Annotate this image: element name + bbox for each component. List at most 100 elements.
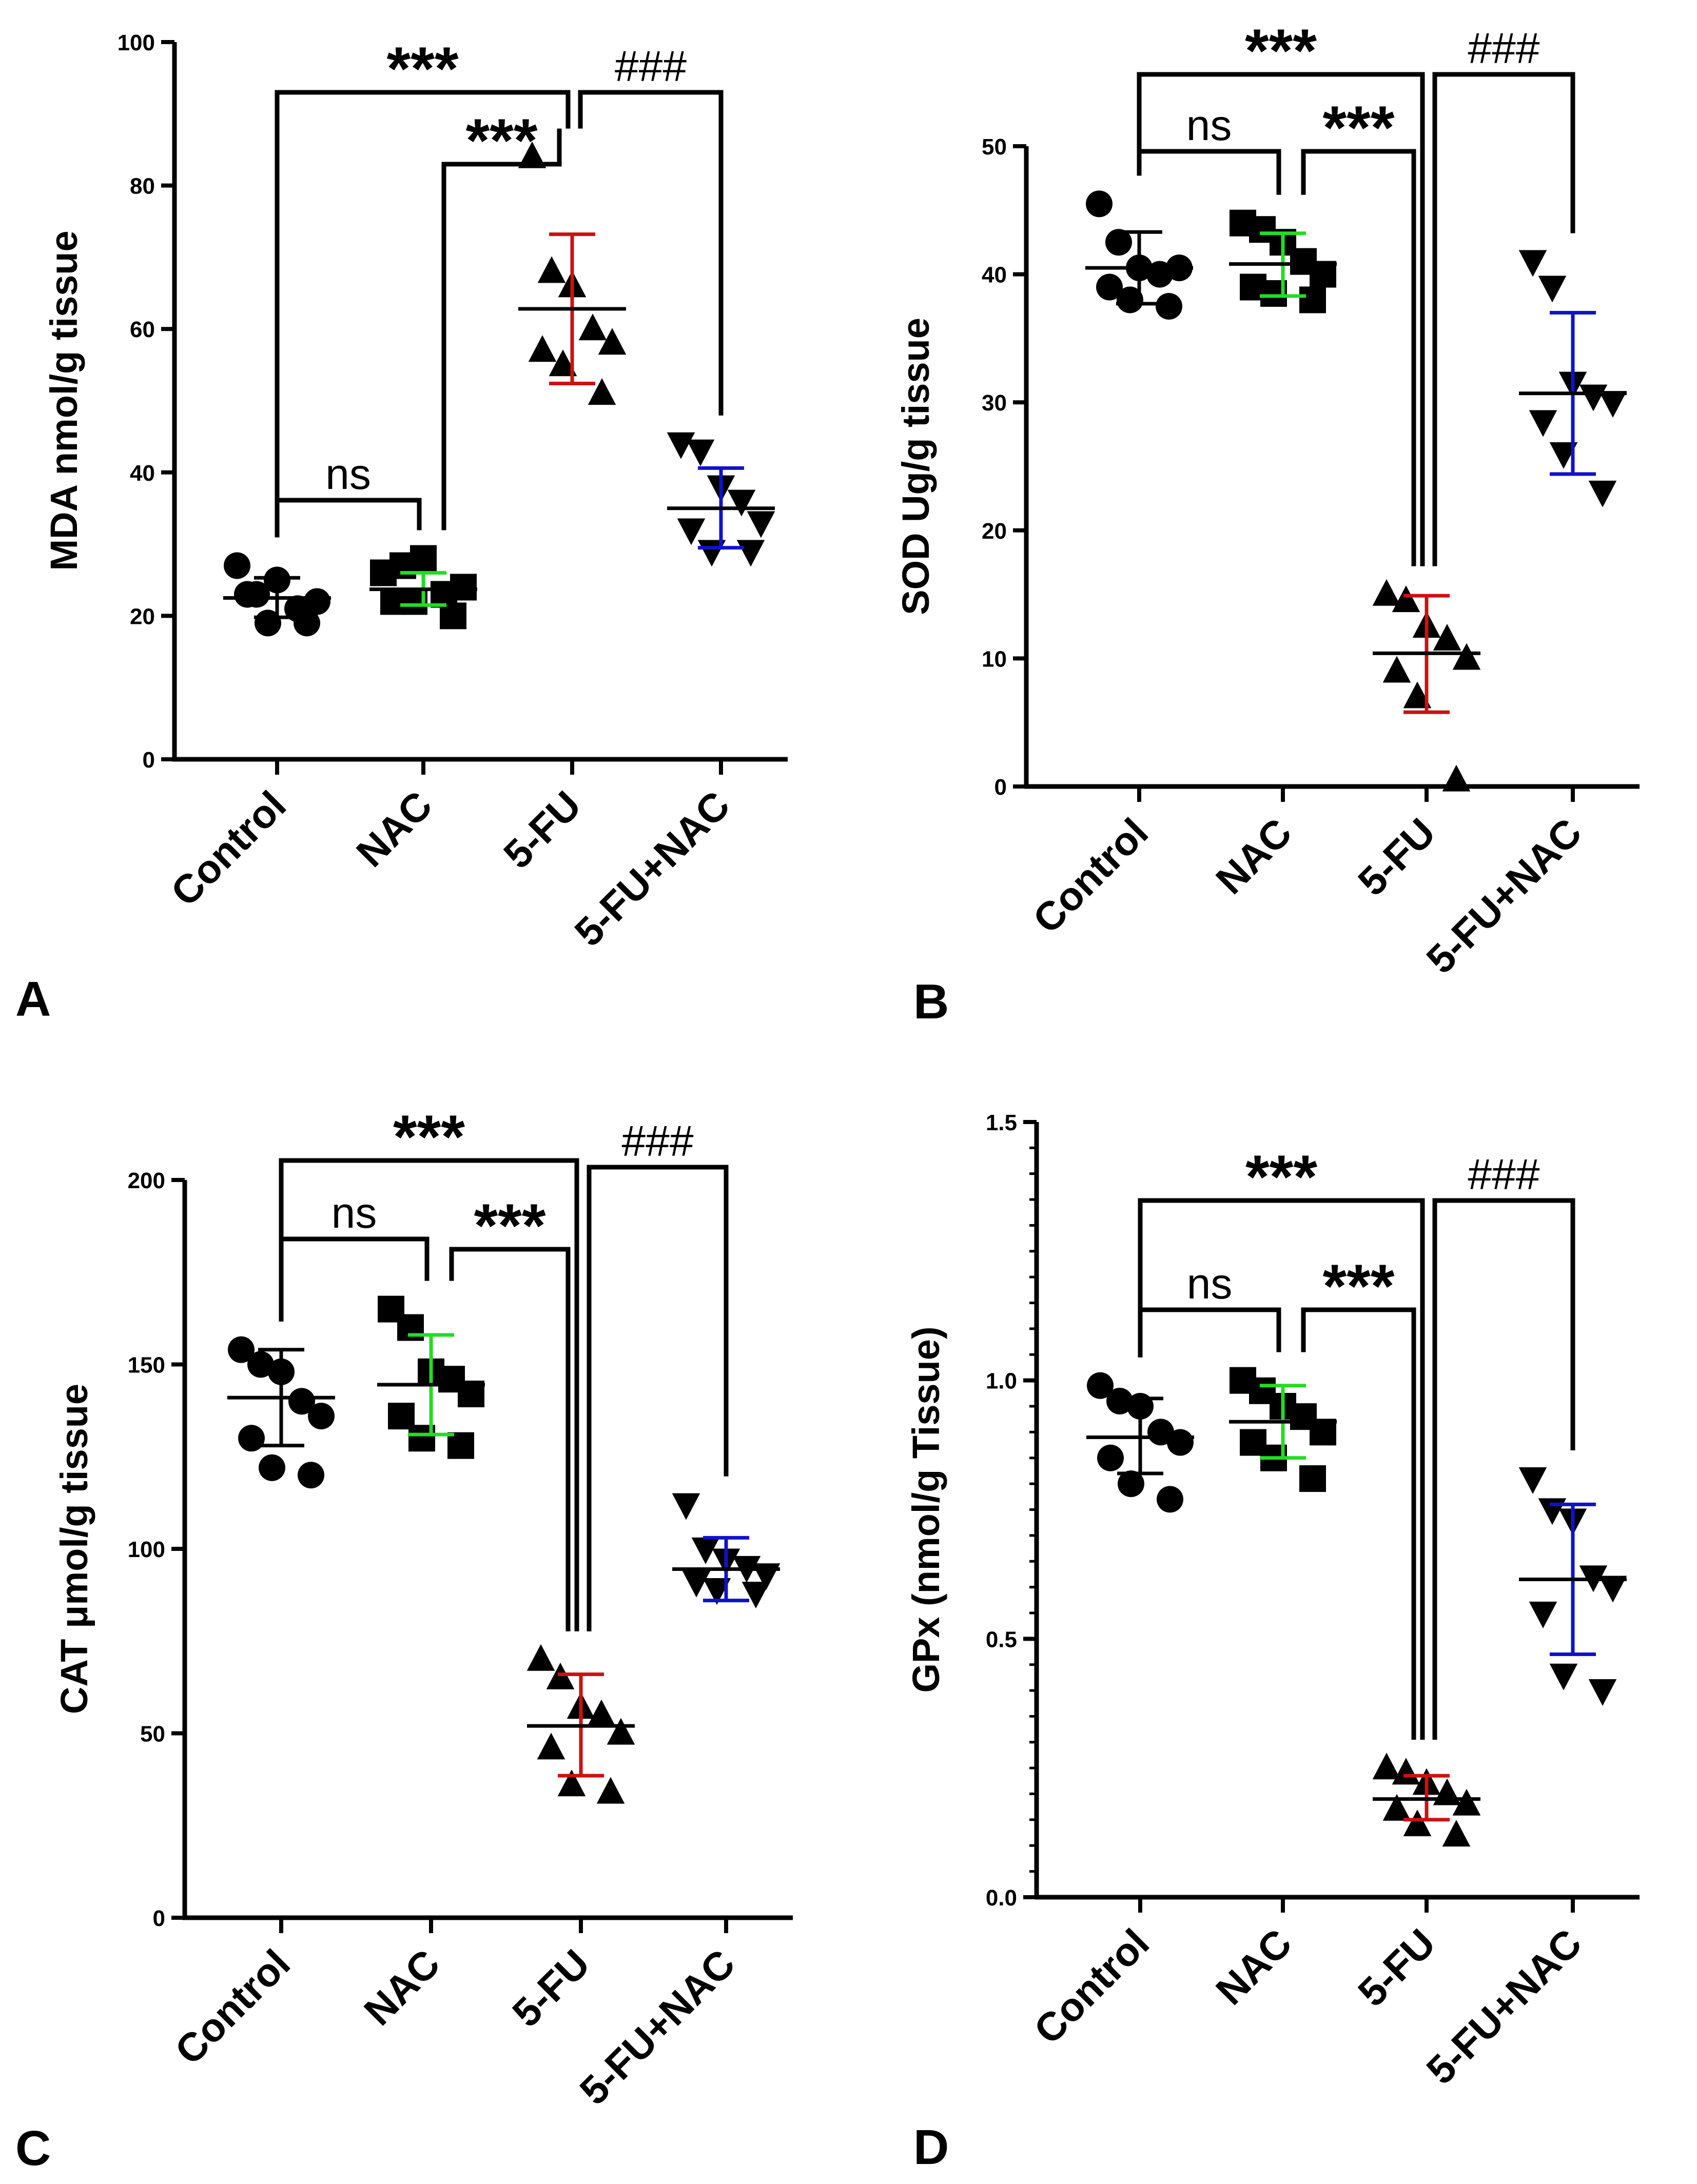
data-point xyxy=(440,602,466,629)
data-point xyxy=(1156,293,1182,320)
significance-bracket xyxy=(587,1165,729,1631)
significance-label: ns xyxy=(1187,1260,1233,1308)
data-point xyxy=(549,349,577,377)
data-point xyxy=(298,1462,324,1489)
data-point xyxy=(1403,681,1432,709)
x-category-label: Control xyxy=(166,1941,299,2073)
significance-bracket xyxy=(578,90,724,416)
significance-label: ns xyxy=(331,1189,377,1237)
significance-bracket xyxy=(1138,1198,1425,1740)
y-tick-label: 150 xyxy=(128,1353,165,1378)
y-tick-label: 0 xyxy=(153,1906,165,1931)
x-category-label: NAC xyxy=(347,782,441,876)
data-point xyxy=(578,313,607,341)
y-axis-title: SOD Ug/g tissue xyxy=(894,318,937,615)
group-nac xyxy=(369,545,477,629)
significance-label: *** xyxy=(465,106,537,175)
significance-label: *** xyxy=(1245,16,1317,85)
data-point xyxy=(1299,1465,1326,1492)
y-tick-label: 100 xyxy=(128,1537,165,1562)
data-point xyxy=(1392,1758,1420,1785)
y-tick-label: 50 xyxy=(140,1722,165,1747)
data-point xyxy=(1086,190,1113,218)
data-point xyxy=(1538,276,1567,303)
y-tick-label: 20 xyxy=(130,604,155,629)
data-point xyxy=(247,1351,274,1378)
panel-letter: D xyxy=(913,2120,949,2175)
data-point xyxy=(234,581,261,608)
significance-label: ### xyxy=(621,1117,693,1165)
panel-letter: B xyxy=(913,974,949,1029)
group-5-fu xyxy=(1372,579,1481,792)
data-point xyxy=(1529,1601,1557,1628)
x-category-label: 5-FU+NAC xyxy=(571,1941,744,2113)
data-point xyxy=(1382,656,1411,683)
y-tick-label: 0.0 xyxy=(986,1885,1017,1911)
y-tick-label: 100 xyxy=(118,30,155,55)
data-point xyxy=(238,1425,265,1452)
x-category-label: 5-FU+NAC xyxy=(1418,810,1590,982)
x-category-label: 5-FU xyxy=(1349,1920,1444,2015)
data-point xyxy=(259,1454,285,1481)
significance-label: *** xyxy=(386,34,458,103)
significance-bracket xyxy=(1301,149,1416,566)
significance-bracket xyxy=(279,1236,430,1322)
significance-bracket xyxy=(275,90,571,538)
data-point xyxy=(742,1582,770,1609)
significance-bracket xyxy=(441,128,562,530)
y-tick-label: 20 xyxy=(982,519,1007,544)
data-point xyxy=(1087,1372,1114,1399)
data-point xyxy=(1157,1486,1183,1513)
chart-panel-a: 0 20 40 60 80 100 MDA nmol/g tissue Control NAC 5… xyxy=(15,30,788,1027)
group-nac xyxy=(1229,1367,1337,1492)
data-point xyxy=(518,141,547,168)
data-point xyxy=(537,1733,565,1760)
data-point xyxy=(672,1493,700,1520)
y-tick-label: 0 xyxy=(143,747,155,773)
data-point xyxy=(703,1578,731,1605)
significance-bracket xyxy=(1432,72,1575,566)
significance-label: *** xyxy=(393,1103,465,1171)
significance-label: *** xyxy=(1322,93,1394,162)
y-tick-label: 30 xyxy=(982,390,1007,416)
group-nac xyxy=(1229,209,1337,313)
data-point xyxy=(526,1644,555,1671)
group-5-fu-nac xyxy=(672,1493,781,1609)
data-point xyxy=(1106,1387,1133,1414)
group-control xyxy=(223,552,331,637)
data-point xyxy=(1118,1470,1144,1498)
data-point xyxy=(1452,643,1481,670)
x-category-label: Control xyxy=(162,782,295,915)
data-point xyxy=(410,545,437,572)
data-point xyxy=(1299,286,1326,313)
data-point xyxy=(1392,585,1420,613)
data-point xyxy=(288,1388,315,1415)
chart-panel-b: 0 10 20 30 40 50 SOD Ug/g tissue Control NAC 5-FU… xyxy=(894,16,1640,1029)
data-point xyxy=(1442,1820,1471,1847)
group-control xyxy=(1085,190,1193,320)
y-tick-label: 200 xyxy=(128,1168,165,1193)
y-tick-label: 0.5 xyxy=(986,1627,1017,1652)
x-category-label: 5-FU+NAC xyxy=(1418,1920,1590,2093)
x-category-label: 5-FU xyxy=(495,782,590,877)
panel-letter: C xyxy=(15,2121,51,2176)
data-point xyxy=(747,511,775,538)
data-point xyxy=(537,256,566,283)
data-point xyxy=(1403,1809,1432,1837)
data-point xyxy=(557,1769,586,1797)
significance-label: ns xyxy=(1186,101,1232,149)
significance-label: ns xyxy=(325,450,371,498)
group-5-fu-nac xyxy=(1518,250,1627,507)
x-category-label: 5-FU+NAC xyxy=(566,782,738,955)
data-point xyxy=(1167,1429,1194,1456)
significance-bracket xyxy=(1138,1307,1281,1357)
group-5-fu-nac xyxy=(667,432,775,567)
y-tick-label: 40 xyxy=(130,461,155,486)
data-point xyxy=(588,378,616,405)
y-axis-title: GPx (nmol/g Tissue) xyxy=(905,1326,947,1693)
data-point xyxy=(598,328,627,355)
data-point xyxy=(1549,1663,1578,1690)
y-tick-label: 50 xyxy=(982,134,1007,160)
x-category-label: Control xyxy=(1024,810,1157,942)
